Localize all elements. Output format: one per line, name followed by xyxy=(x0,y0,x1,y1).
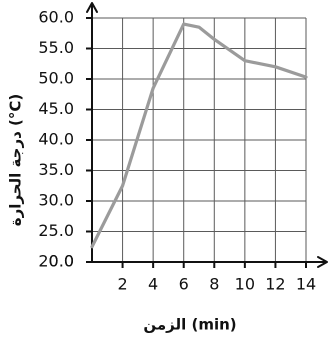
y-tick-label-1: 20.0 xyxy=(38,252,74,271)
x-axis-title: الزمن (min) xyxy=(143,316,236,334)
series-line xyxy=(92,24,306,247)
series-layer xyxy=(92,24,306,247)
grid xyxy=(92,18,306,262)
y-tick-label-7: 50.0 xyxy=(38,69,74,88)
x-tick-label-2: 6 xyxy=(179,275,189,294)
tick-labels: 0.020.025.030.035.040.045.050.055.060.02… xyxy=(38,8,316,294)
x-tick-label-4: 10 xyxy=(235,275,255,294)
x-tick-label-3: 8 xyxy=(209,275,219,294)
y-tick-label-9: 60.0 xyxy=(38,8,74,27)
y-tick-label-5: 40.0 xyxy=(38,130,74,149)
y-tick-label-6: 45.0 xyxy=(38,99,74,118)
x-tick-label-5: 12 xyxy=(265,275,285,294)
y-tick-label-8: 55.0 xyxy=(38,38,74,57)
y-tick-label-3: 30.0 xyxy=(38,191,74,210)
x-tick-label-6: 14 xyxy=(296,275,316,294)
y-axis-title: درجة الحرارة (°C) xyxy=(7,94,25,226)
x-tick-label-1: 4 xyxy=(148,275,158,294)
y-tick-label-2: 25.0 xyxy=(38,221,74,240)
y-tick-label-4: 35.0 xyxy=(38,160,74,179)
x-tick-label-0: 2 xyxy=(117,275,127,294)
